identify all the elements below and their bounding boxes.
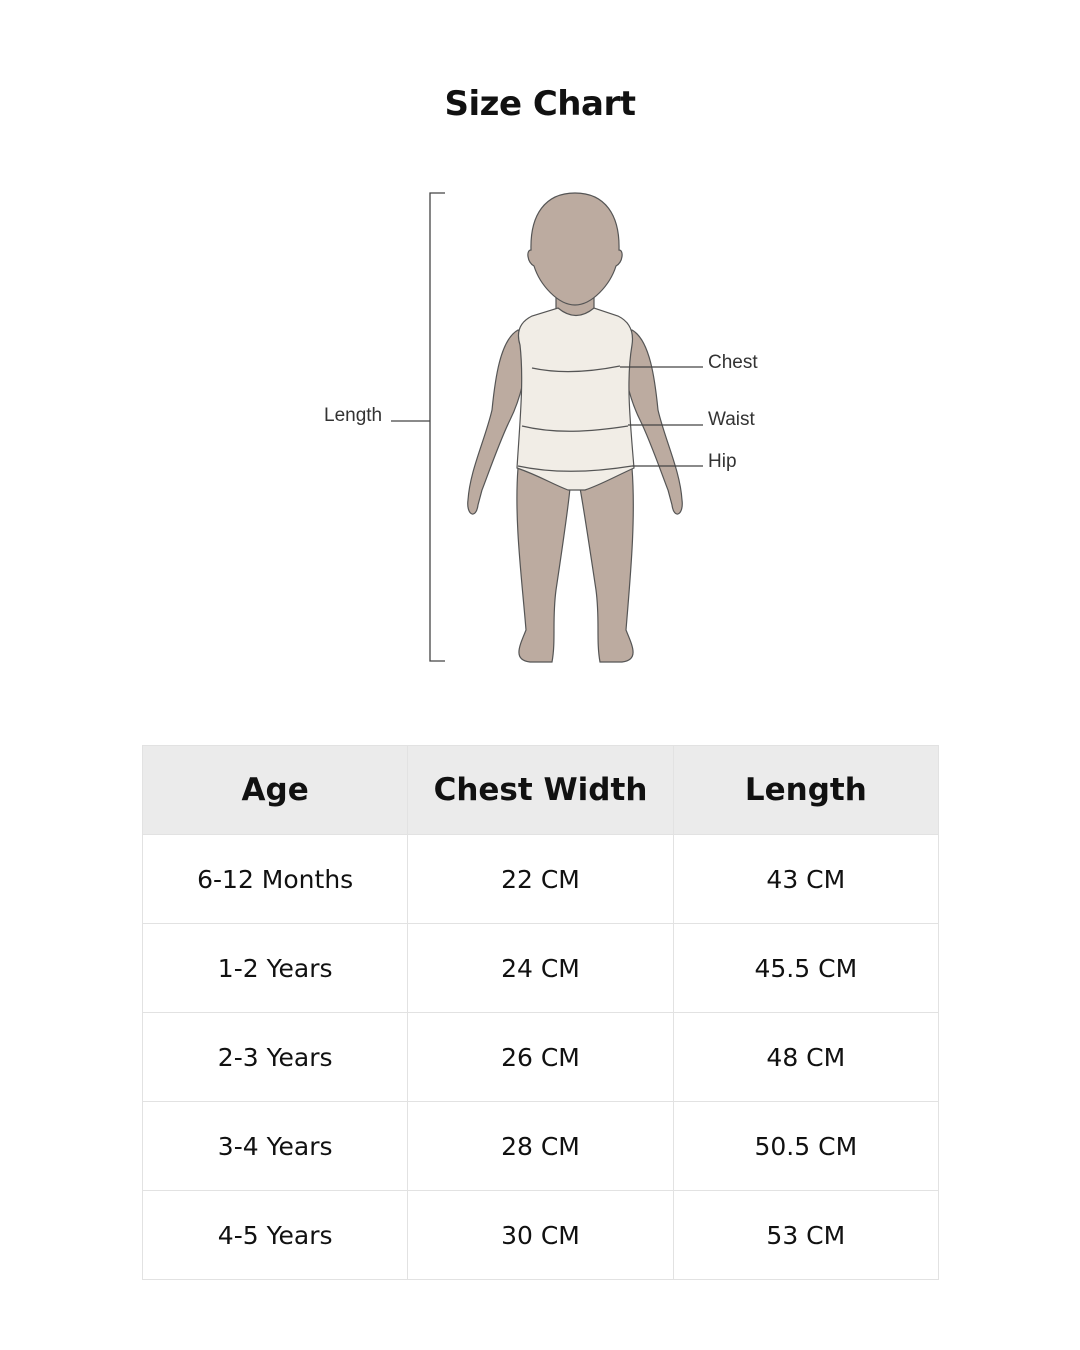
child-figure — [467, 192, 683, 663]
waist-label: Waist — [708, 409, 756, 430]
table-header-row: Age Chest Width Length — [141, 745, 940, 835]
table-row: 2-3 Years 26 CM 48 CM — [141, 1012, 940, 1102]
chest-label: Chest — [708, 352, 758, 373]
child-measurement-diagram: Length Chest Waist Hip — [324, 192, 758, 663]
page-title: Size Chart — [444, 84, 636, 124]
cell-age: 2-3 Years — [141, 1012, 409, 1102]
cell-chest-width: 22 CM — [407, 834, 674, 924]
table-row: 1-2 Years 24 CM 45.5 CM — [141, 923, 940, 1013]
cell-length: 43 CM — [672, 834, 940, 924]
cell-length: 48 CM — [672, 1012, 940, 1102]
table-row: 3-4 Years 28 CM 50.5 CM — [141, 1101, 940, 1191]
cell-chest-width: 26 CM — [407, 1012, 674, 1102]
cell-length: 50.5 CM — [672, 1101, 940, 1191]
cell-length: 45.5 CM — [672, 923, 940, 1013]
cell-length: 53 CM — [672, 1190, 940, 1280]
table-row: 4-5 Years 30 CM 53 CM — [141, 1190, 940, 1280]
table-row: 6-12 Months 22 CM 43 CM — [141, 834, 940, 924]
cell-chest-width: 24 CM — [407, 923, 674, 1013]
length-bracket — [391, 192, 445, 662]
size-table: Age Chest Width Length 6-12 Months 22 CM… — [141, 745, 940, 1280]
header-age: Age — [141, 745, 409, 835]
measurement-lines — [620, 366, 703, 467]
cell-age: 4-5 Years — [141, 1190, 409, 1280]
cell-age: 3-4 Years — [141, 1101, 409, 1191]
hip-label: Hip — [708, 451, 737, 472]
cell-chest-width: 28 CM — [407, 1101, 674, 1191]
header-chest-width: Chest Width — [407, 745, 674, 835]
cell-chest-width: 30 CM — [407, 1190, 674, 1280]
cell-age: 1-2 Years — [141, 923, 409, 1013]
cell-age: 6-12 Months — [141, 834, 409, 924]
length-label: Length — [324, 405, 382, 426]
header-length: Length — [672, 745, 940, 835]
